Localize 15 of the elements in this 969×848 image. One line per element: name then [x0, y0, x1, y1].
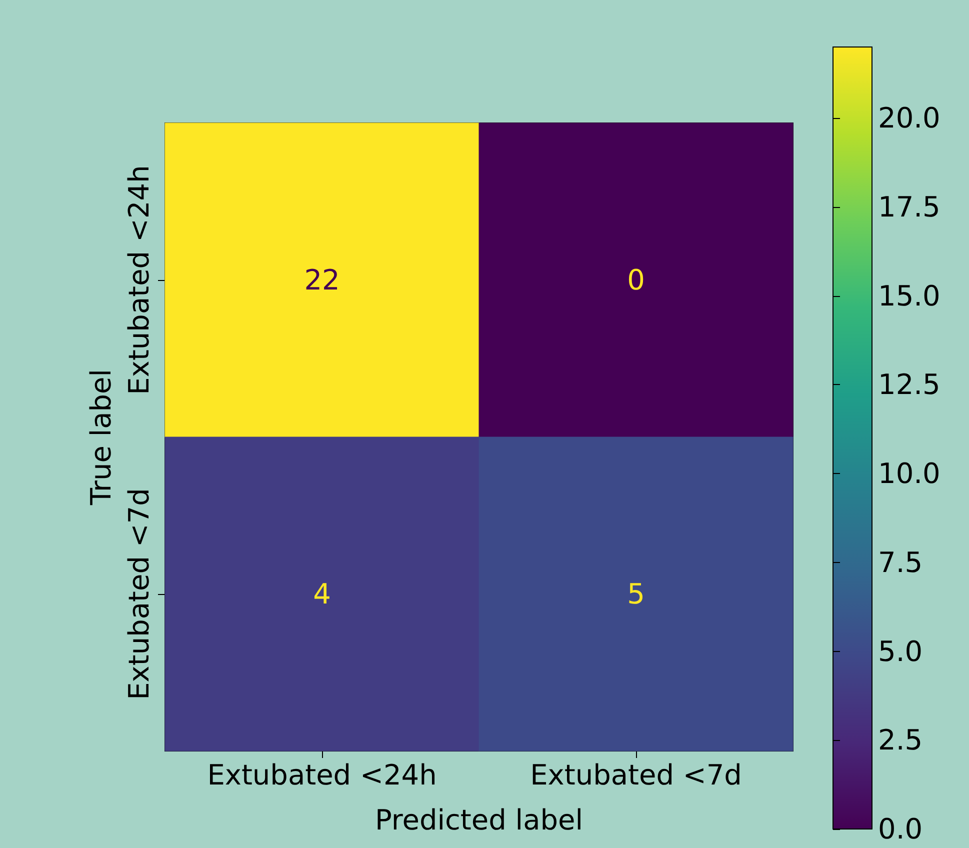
color-bar-label: 20.0	[878, 102, 940, 135]
color-bar-label: 10.0	[878, 457, 940, 490]
data-label: 22	[304, 264, 340, 296]
color-bar-label: 12.5	[878, 368, 940, 402]
data-label: 4	[313, 578, 331, 610]
data-label: 0	[627, 264, 645, 296]
data-label: 5	[627, 578, 645, 610]
color-bar-label: 7.5	[878, 546, 923, 579]
x-axis-title: Predicted label	[374, 804, 584, 836]
color-bar-label: 0.0	[878, 812, 923, 846]
color-bar-label: 15.0	[878, 279, 940, 312]
color-bar-label: 5.0	[878, 634, 923, 668]
color-bar-label: 17.5	[878, 190, 940, 224]
y-axis-title: True label	[84, 368, 118, 506]
color-bar-label: 2.5	[878, 724, 923, 757]
